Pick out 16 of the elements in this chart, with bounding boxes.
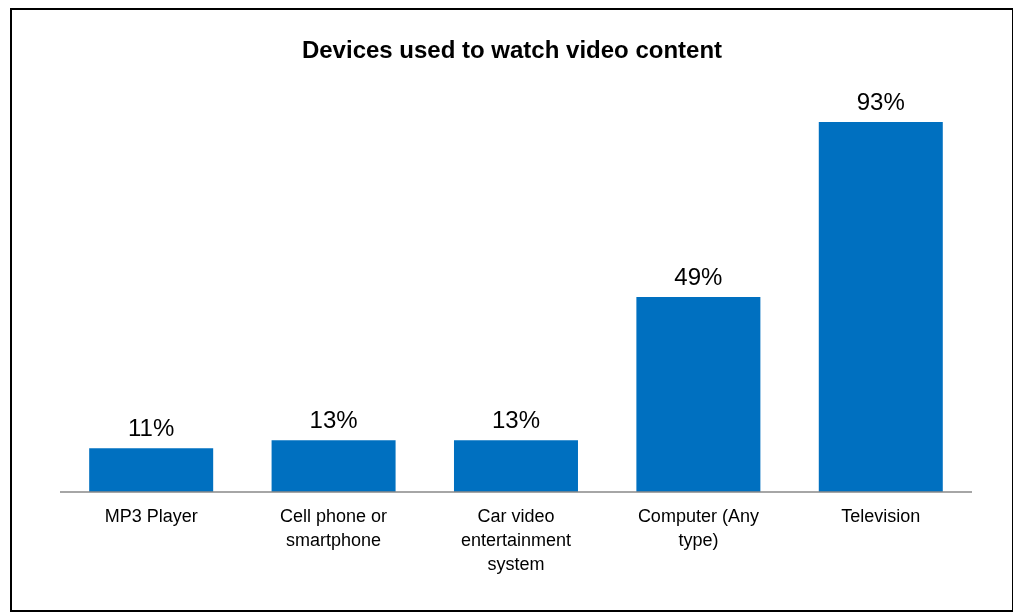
data-label: 93%: [856, 88, 905, 115]
x-tick-label: MP3 Player: [104, 506, 198, 526]
x-tick-label: Computer (Any type): [637, 506, 759, 550]
x-tick-label: Cell phone or smartphone: [280, 506, 388, 550]
data-label: 11%: [128, 414, 175, 442]
bar: [636, 297, 761, 492]
data-label: 49%: [674, 263, 723, 291]
bar: [453, 440, 578, 492]
chart-title: Devices used to watch video content: [300, 36, 724, 65]
bar: [818, 122, 943, 492]
bar: [271, 440, 396, 492]
bar: [89, 448, 214, 492]
x-tick-label: Car video entertainment system: [460, 506, 572, 574]
x-tick-label: Television: [841, 506, 921, 526]
data-label: 13%: [491, 406, 541, 434]
data-label: 13%: [309, 406, 358, 434]
